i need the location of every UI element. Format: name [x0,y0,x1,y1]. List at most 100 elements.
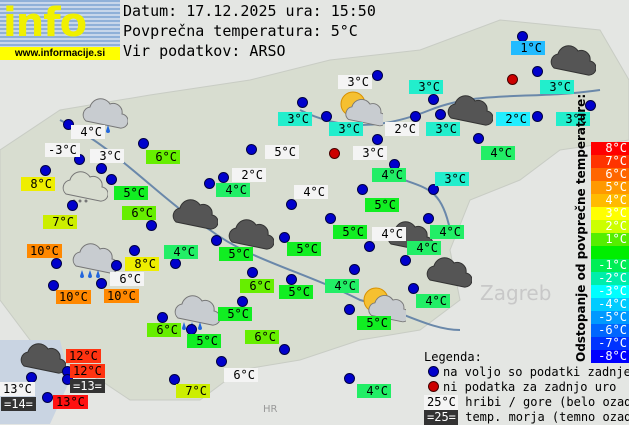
temperature-label: 4°C [407,241,441,255]
average-temperature-line: Povprečna temperatura: 5°C [123,22,358,40]
temperature-label: 8°C [21,177,55,191]
scale-step: -7°C [591,337,629,350]
temperature-label: 5°C [218,307,252,321]
station-dot[interactable] [211,235,222,246]
station-dot[interactable] [297,97,308,108]
temperature-label: 10°C [56,290,91,304]
scale-step [591,246,629,259]
temperature-label: 6°C [146,150,180,164]
station-dot[interactable] [585,100,596,111]
temperature-label: 5°C [187,334,221,348]
temperature-label: 8°C [125,257,159,271]
station-dot[interactable] [286,274,297,285]
temperature-label: 4°C [416,294,450,308]
temperature-label: 4°C [372,227,406,241]
station-dot[interactable] [408,283,419,294]
station-dot[interactable] [157,312,168,323]
station-dot-no-data[interactable] [507,74,518,85]
scale-title: Odstopanje od povprečne temperature: [574,93,588,362]
temperature-label: 2°C [496,112,530,126]
scale-step: 7°C [591,155,629,168]
city-zagreb: Zagreb [480,281,551,305]
temperature-label: 4°C [357,384,391,398]
station-dot[interactable] [67,200,78,211]
scale-step: -2°C [591,272,629,285]
station-dot[interactable] [218,172,229,183]
station-dot[interactable] [279,344,290,355]
station-dot[interactable] [146,220,157,231]
station-dot[interactable] [325,213,336,224]
station-dot[interactable] [247,267,258,278]
temperature-label: 7°C [176,384,210,398]
station-dot[interactable] [216,356,227,367]
station-dot[interactable] [40,165,51,176]
station-dot[interactable] [48,280,59,291]
legend-missing: ni podatka za zadnjo uro [443,380,617,394]
logo-word: info [3,0,87,46]
station-dot[interactable] [96,163,107,174]
scale-step: 6°C [591,168,629,181]
station-dot[interactable] [106,174,117,185]
temperature-label: 12°C [70,364,105,378]
temperature-label: 5°C [279,285,313,299]
station-dot[interactable] [344,373,355,384]
temperature-label: 4°C [294,185,328,199]
station-dot[interactable] [428,94,439,105]
logo-url[interactable]: www.informacije.si [0,47,120,60]
station-dot[interactable] [423,213,434,224]
station-dot[interactable] [372,70,383,81]
station-dot[interactable] [51,258,62,269]
scale-step: -4°C [591,298,629,311]
temperature-label: 1°C [511,41,545,55]
station-dot[interactable] [321,111,332,122]
logo[interactable]: info www.informacije.si [0,0,120,60]
station-dot[interactable] [349,264,360,275]
scale-step: 8°C [591,142,629,155]
station-dot[interactable] [428,184,439,195]
scale-step: -3°C [591,285,629,298]
station-dot[interactable] [63,119,74,130]
station-dot[interactable] [96,278,107,289]
legend-mountain-text: hribi / gore (belo ozadje) [465,395,629,409]
station-dot[interactable] [410,111,421,122]
temperature-label: 5°C [265,145,299,159]
station-dot[interactable] [129,245,140,256]
station-dot[interactable] [357,184,368,195]
temperature-label: 12°C [66,349,101,363]
station-dot[interactable] [138,138,149,149]
temperature-label: 3°C [409,80,443,94]
station-dot[interactable] [364,241,375,252]
blue-dot-icon [428,366,439,377]
station-dot[interactable] [372,134,383,145]
temperature-label: 3°C [338,75,372,89]
station-dot[interactable] [169,374,180,385]
station-dot[interactable] [204,178,215,189]
station-dot[interactable] [111,260,122,271]
temperature-label: 5°C [114,186,148,200]
station-dot[interactable] [279,232,290,243]
station-dot[interactable] [344,304,355,315]
station-dot-no-data[interactable] [329,148,340,159]
legend-sea-text: temp. morja (temno ozadje) [465,410,629,424]
scale-step: 5°C [591,181,629,194]
station-dot[interactable] [532,111,543,122]
temperature-label: 2°C [385,122,419,136]
temperature-label: 10°C [104,289,139,303]
temperature-label: 7°C [43,215,77,229]
station-dot[interactable] [286,199,297,210]
station-dot[interactable] [170,258,181,269]
station-dot[interactable] [532,66,543,77]
station-dot[interactable] [237,296,248,307]
station-dot[interactable] [246,144,257,155]
scale-step: -1°C [591,259,629,272]
scale-step: 2°C [591,220,629,233]
date-line: Datum: 17.12.2025 ura: 15:50 [123,2,376,20]
temperature-label: =13= [70,379,105,393]
temperature-label: 3°C [278,112,312,126]
station-dot[interactable] [473,133,484,144]
station-dot[interactable] [42,392,53,403]
station-dot[interactable] [400,255,411,266]
station-dot[interactable] [435,109,446,120]
dark-cloud-icon [548,42,597,86]
temperature-label: =14= [1,397,36,411]
